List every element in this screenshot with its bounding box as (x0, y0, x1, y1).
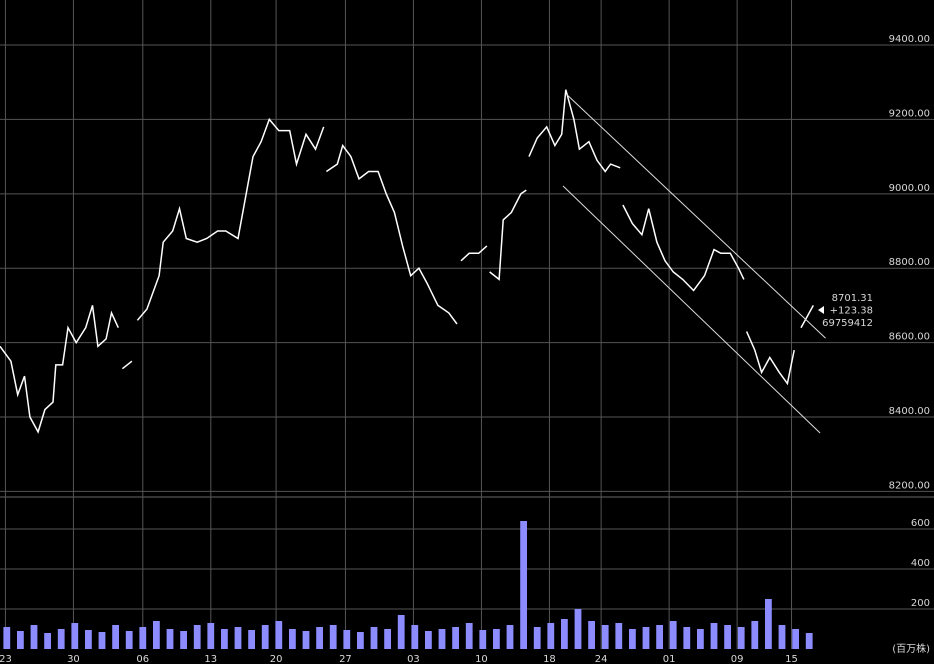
volume-bar (438, 629, 446, 649)
y-tick-label: 8400.00 (889, 406, 930, 417)
volume-bar (642, 627, 650, 649)
volume-bar (112, 625, 119, 649)
volume-bar (737, 627, 745, 649)
volume-bar (193, 625, 201, 649)
volume-bar (248, 630, 255, 649)
volume-bar (805, 633, 813, 649)
volume-bar (561, 619, 568, 649)
volume-bar (289, 629, 296, 649)
volume-bar (370, 627, 378, 649)
x-tick-label: 30 (67, 654, 80, 664)
volume-bar (329, 625, 337, 649)
unit-label: (百万株) (892, 642, 930, 655)
volume-bar (153, 621, 160, 649)
volume-bar (533, 627, 541, 649)
volume-bar (357, 632, 364, 649)
x-tick-label: 18 (543, 654, 556, 664)
last-price-marker (818, 306, 824, 314)
volume-bar (139, 627, 147, 649)
volume-bar (751, 621, 759, 649)
y-tick-label: 8800.00 (889, 257, 930, 268)
price-line (0, 89, 814, 434)
x-tick-label: 01 (663, 654, 676, 664)
y-tick-label: 9200.00 (889, 108, 930, 119)
y-tick-label: 8600.00 (889, 332, 930, 343)
y-tick-label: 200 (911, 598, 930, 609)
x-tick-label: 03 (407, 654, 420, 664)
volume-bar (17, 631, 24, 649)
trend-line (566, 94, 826, 339)
volume-bar (384, 629, 391, 649)
volume-bar (724, 625, 731, 649)
volume-bar (710, 623, 718, 649)
y-tick-label: 600 (911, 518, 930, 529)
volume-bar (261, 625, 269, 649)
volume-bar (629, 629, 636, 649)
volume-bar (221, 629, 228, 649)
annotation: 69759412 (822, 318, 873, 329)
annotation: +123.38 (830, 306, 873, 317)
volume-bar (166, 629, 174, 649)
y-tick-label: 9000.00 (889, 183, 930, 194)
x-tick-label: 23 (0, 654, 12, 664)
x-tick-label: 24 (595, 654, 608, 664)
volume-bar (30, 625, 38, 649)
volume-bar (765, 599, 772, 649)
volume-bar (316, 627, 323, 649)
volume-bar (452, 627, 459, 649)
volume-bar (44, 633, 51, 649)
volume-bar (506, 625, 514, 649)
volume-bar (465, 623, 473, 649)
volume-bar (656, 625, 663, 649)
annotation: 8701.31 (832, 293, 873, 304)
volume-bar (588, 621, 595, 649)
trend-line (562, 185, 821, 434)
y-tick-label: 9400.00 (889, 34, 930, 45)
volume-bar (125, 631, 133, 649)
volume-bar (520, 521, 527, 649)
y-tick-label: 400 (911, 558, 930, 569)
x-tick-label: 15 (785, 654, 798, 664)
volume-bar (425, 631, 432, 649)
x-tick-label: 27 (339, 654, 352, 664)
x-tick-label: 06 (136, 654, 149, 664)
volume-bar (547, 623, 555, 649)
volume-bar (697, 629, 704, 649)
volume-bar (778, 625, 786, 649)
volume-bar (98, 632, 106, 649)
volume-bar (207, 623, 215, 649)
volume-bar (302, 631, 310, 649)
x-tick-label: 13 (204, 654, 217, 664)
volume-bar (574, 609, 582, 649)
volume-bar (669, 621, 677, 649)
volume-bar (493, 629, 500, 649)
volume-bar (71, 623, 79, 649)
volume-bar (792, 629, 799, 649)
volume-bar (479, 630, 487, 649)
volume-bar (601, 625, 609, 649)
x-tick-label: 09 (731, 654, 744, 664)
volume-bar (57, 629, 65, 649)
x-tick-label: 20 (270, 654, 283, 664)
volume-bar (615, 623, 623, 649)
volume-bar (683, 627, 691, 649)
volume-bar (180, 631, 187, 649)
volume-bar (234, 627, 242, 649)
x-tick-label: 10 (475, 654, 488, 664)
volume-bar (275, 621, 283, 649)
volume-bar (411, 625, 419, 649)
y-tick-label: 8200.00 (889, 480, 930, 491)
volume-bar (343, 630, 351, 649)
volume-bar (3, 627, 11, 649)
volume-bar (85, 630, 92, 649)
volume-bar (397, 615, 405, 649)
